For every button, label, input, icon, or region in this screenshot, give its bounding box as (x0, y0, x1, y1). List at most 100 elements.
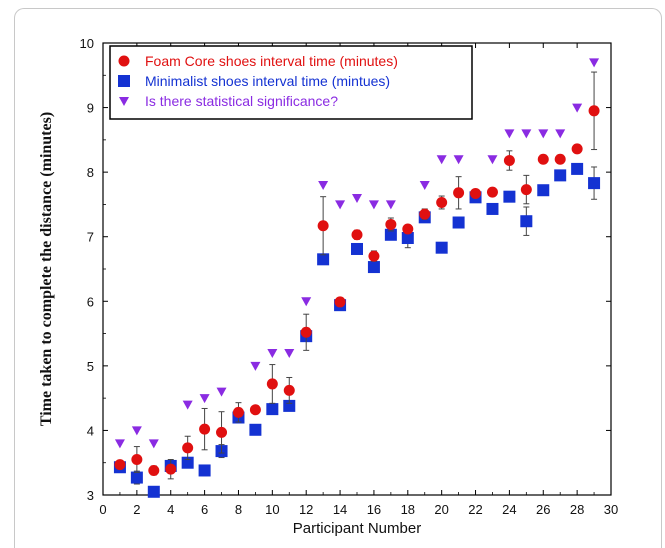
data-point-triangle-down (487, 155, 498, 165)
data-point-triangle-down (368, 200, 379, 210)
data-point-square (198, 464, 211, 477)
y-tick-label: 3 (87, 488, 94, 503)
data-point-circle (300, 326, 312, 338)
data-point-triangle-down (148, 439, 159, 449)
x-tick-label: 24 (502, 502, 516, 517)
data-point-triangle-down (199, 394, 210, 404)
data-point-triangle-down (352, 193, 362, 203)
data-point-circle (351, 229, 363, 241)
y-tick-label: 10 (80, 36, 94, 51)
data-point-triangle-down (216, 387, 227, 397)
x-tick-label: 4 (167, 502, 174, 517)
data-point-square (435, 241, 448, 254)
data-marks (113, 58, 601, 498)
data-point-triangle-down (250, 361, 261, 371)
data-point-triangle-down (335, 200, 346, 210)
y-tick-label: 9 (87, 101, 94, 116)
data-point-square (249, 423, 262, 436)
data-point-square (452, 216, 465, 229)
legend-marker (118, 75, 130, 87)
legend: Foam Core shoes interval time (minutes) M… (109, 45, 473, 120)
data-point-triangle-down (521, 129, 532, 139)
data-point-triangle-down (267, 348, 278, 358)
data-point-circle (148, 464, 160, 476)
x-axis-label: Participant Number (293, 520, 421, 537)
data-point-circle (520, 184, 532, 196)
x-tick-label: 2 (133, 502, 140, 517)
data-point-circle (182, 442, 194, 454)
data-point-circle (368, 250, 380, 262)
data-point-triangle-down (182, 400, 193, 410)
data-point-circle (419, 208, 431, 220)
data-point-square (401, 232, 414, 245)
legend-label: Is there statistical significance? (145, 93, 338, 109)
data-point-triangle-down (419, 181, 430, 191)
x-tick-label: 26 (536, 502, 550, 517)
data-point-square (486, 202, 499, 215)
data-point-circle (334, 296, 346, 308)
data-point-circle (317, 220, 329, 232)
data-point-circle (232, 406, 244, 418)
x-tick-label: 6 (201, 502, 208, 517)
data-point-circle (470, 187, 482, 199)
x-tick-label: 14 (333, 502, 347, 517)
data-point-square (317, 253, 330, 266)
data-point-square (266, 403, 279, 416)
data-point-circle (554, 153, 566, 165)
data-point-triangle-down (318, 181, 329, 191)
x-tick-label: 30 (604, 502, 618, 517)
data-point-square (367, 261, 380, 274)
data-point-triangle-down (555, 129, 566, 139)
y-tick-label: 6 (87, 294, 94, 309)
data-point-circle (453, 187, 465, 199)
y-axis-label: Time taken to complete the distance (min… (38, 112, 55, 426)
data-point-circle (571, 143, 583, 155)
data-point-triangle-down (504, 129, 515, 139)
data-point-circle (216, 426, 228, 438)
data-point-triangle-down (385, 200, 396, 210)
y-tick-label: 4 (87, 423, 94, 438)
x-tick-label: 10 (265, 502, 279, 517)
data-point-circle (385, 218, 397, 230)
data-point-circle (249, 404, 261, 416)
data-point-triangle-down (453, 155, 464, 165)
x-tick-label: 22 (468, 502, 482, 517)
legend-marker (118, 55, 130, 67)
data-point-triangle-down (284, 348, 295, 358)
data-point-triangle-down (131, 426, 142, 436)
data-point-triangle-down (538, 129, 549, 139)
legend-marker (119, 97, 129, 106)
x-tick-label: 20 (434, 502, 448, 517)
data-point-circle (436, 196, 448, 208)
data-point-square (384, 228, 397, 241)
y-tick-label: 5 (87, 359, 94, 374)
data-point-square (130, 471, 143, 484)
data-point-square (588, 177, 601, 190)
data-point-circle (283, 384, 295, 396)
data-point-triangle-down (301, 297, 312, 307)
data-point-circle (503, 155, 515, 167)
data-point-circle (266, 378, 278, 390)
x-tick-label: 12 (299, 502, 313, 517)
data-point-circle (165, 463, 177, 475)
data-point-triangle-down (589, 58, 600, 68)
x-tick-label: 8 (235, 502, 242, 517)
data-point-circle (199, 423, 211, 435)
legend-label: Foam Core shoes interval time (minutes) (145, 53, 398, 69)
data-point-square (571, 162, 584, 175)
x-tick-label: 0 (99, 502, 106, 517)
data-point-square (351, 242, 363, 255)
x-tick-label: 28 (570, 502, 584, 517)
data-point-circle (537, 153, 549, 165)
data-point-circle (486, 186, 498, 198)
x-tick-label: 16 (367, 502, 381, 517)
data-point-circle (131, 453, 143, 465)
data-point-square (520, 215, 533, 228)
data-point-square (537, 184, 550, 197)
data-point-circle (114, 459, 126, 471)
data-point-square (503, 190, 516, 203)
data-point-circle (588, 105, 600, 117)
data-point-triangle-down (114, 439, 125, 449)
